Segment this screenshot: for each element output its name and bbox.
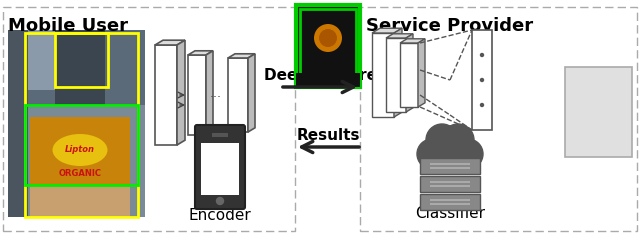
Bar bbox=[430, 199, 470, 201]
Text: Service Provider: Service Provider bbox=[366, 17, 533, 35]
Circle shape bbox=[442, 124, 474, 156]
Polygon shape bbox=[206, 51, 213, 135]
Circle shape bbox=[453, 139, 483, 169]
Circle shape bbox=[481, 54, 483, 56]
Circle shape bbox=[481, 103, 483, 106]
Text: Mobile User: Mobile User bbox=[8, 17, 128, 35]
Polygon shape bbox=[406, 34, 413, 112]
Bar bbox=[430, 163, 470, 165]
Bar bbox=[28, 30, 80, 90]
Bar bbox=[55, 30, 105, 105]
Polygon shape bbox=[248, 54, 255, 132]
Text: Lipton: Lipton bbox=[65, 145, 95, 154]
Bar bbox=[55, 33, 108, 87]
FancyBboxPatch shape bbox=[195, 125, 245, 209]
Text: ...: ... bbox=[210, 86, 222, 99]
Text: Results: Results bbox=[296, 128, 360, 143]
Bar bbox=[565, 67, 632, 157]
Bar bbox=[300, 9, 356, 83]
FancyBboxPatch shape bbox=[420, 194, 480, 210]
Bar bbox=[228, 58, 248, 132]
Circle shape bbox=[426, 124, 458, 156]
Polygon shape bbox=[386, 34, 413, 38]
FancyBboxPatch shape bbox=[420, 176, 480, 192]
Bar bbox=[430, 203, 470, 205]
Circle shape bbox=[428, 126, 472, 170]
FancyBboxPatch shape bbox=[420, 158, 480, 174]
Circle shape bbox=[481, 78, 483, 82]
Bar bbox=[8, 30, 145, 105]
Bar bbox=[430, 167, 470, 169]
Bar bbox=[430, 185, 470, 187]
Polygon shape bbox=[228, 54, 255, 58]
Ellipse shape bbox=[319, 29, 337, 47]
Bar bbox=[25, 105, 138, 185]
Bar bbox=[201, 143, 239, 195]
Text: Classifier: Classifier bbox=[415, 206, 485, 221]
Bar bbox=[188, 55, 206, 135]
Bar bbox=[400, 43, 418, 107]
Bar bbox=[25, 33, 138, 217]
Polygon shape bbox=[394, 28, 402, 117]
Bar bbox=[372, 33, 394, 117]
Bar bbox=[30, 117, 130, 217]
Bar bbox=[296, 5, 360, 87]
Bar bbox=[386, 38, 406, 112]
Text: Encoder: Encoder bbox=[189, 208, 252, 223]
Bar bbox=[3, 7, 295, 231]
Polygon shape bbox=[177, 40, 185, 145]
Text: ORGANIC: ORGANIC bbox=[58, 168, 102, 177]
Bar bbox=[30, 185, 130, 217]
Ellipse shape bbox=[52, 134, 108, 166]
Bar bbox=[360, 7, 637, 231]
Ellipse shape bbox=[314, 24, 342, 52]
Bar bbox=[428, 148, 472, 170]
Text: Tea
bag: Tea bag bbox=[581, 87, 615, 126]
Polygon shape bbox=[400, 39, 425, 43]
Bar bbox=[155, 45, 177, 145]
Polygon shape bbox=[155, 40, 185, 45]
Bar bbox=[212, 133, 228, 137]
Polygon shape bbox=[188, 51, 213, 55]
Bar bbox=[8, 30, 145, 217]
Polygon shape bbox=[418, 39, 425, 107]
Circle shape bbox=[417, 139, 447, 169]
Bar bbox=[296, 73, 360, 87]
Text: Deep feature: Deep feature bbox=[264, 68, 376, 83]
Bar bbox=[430, 181, 470, 183]
Polygon shape bbox=[372, 28, 402, 33]
Bar bbox=[472, 30, 492, 130]
Circle shape bbox=[216, 197, 223, 204]
Bar bbox=[8, 30, 28, 217]
